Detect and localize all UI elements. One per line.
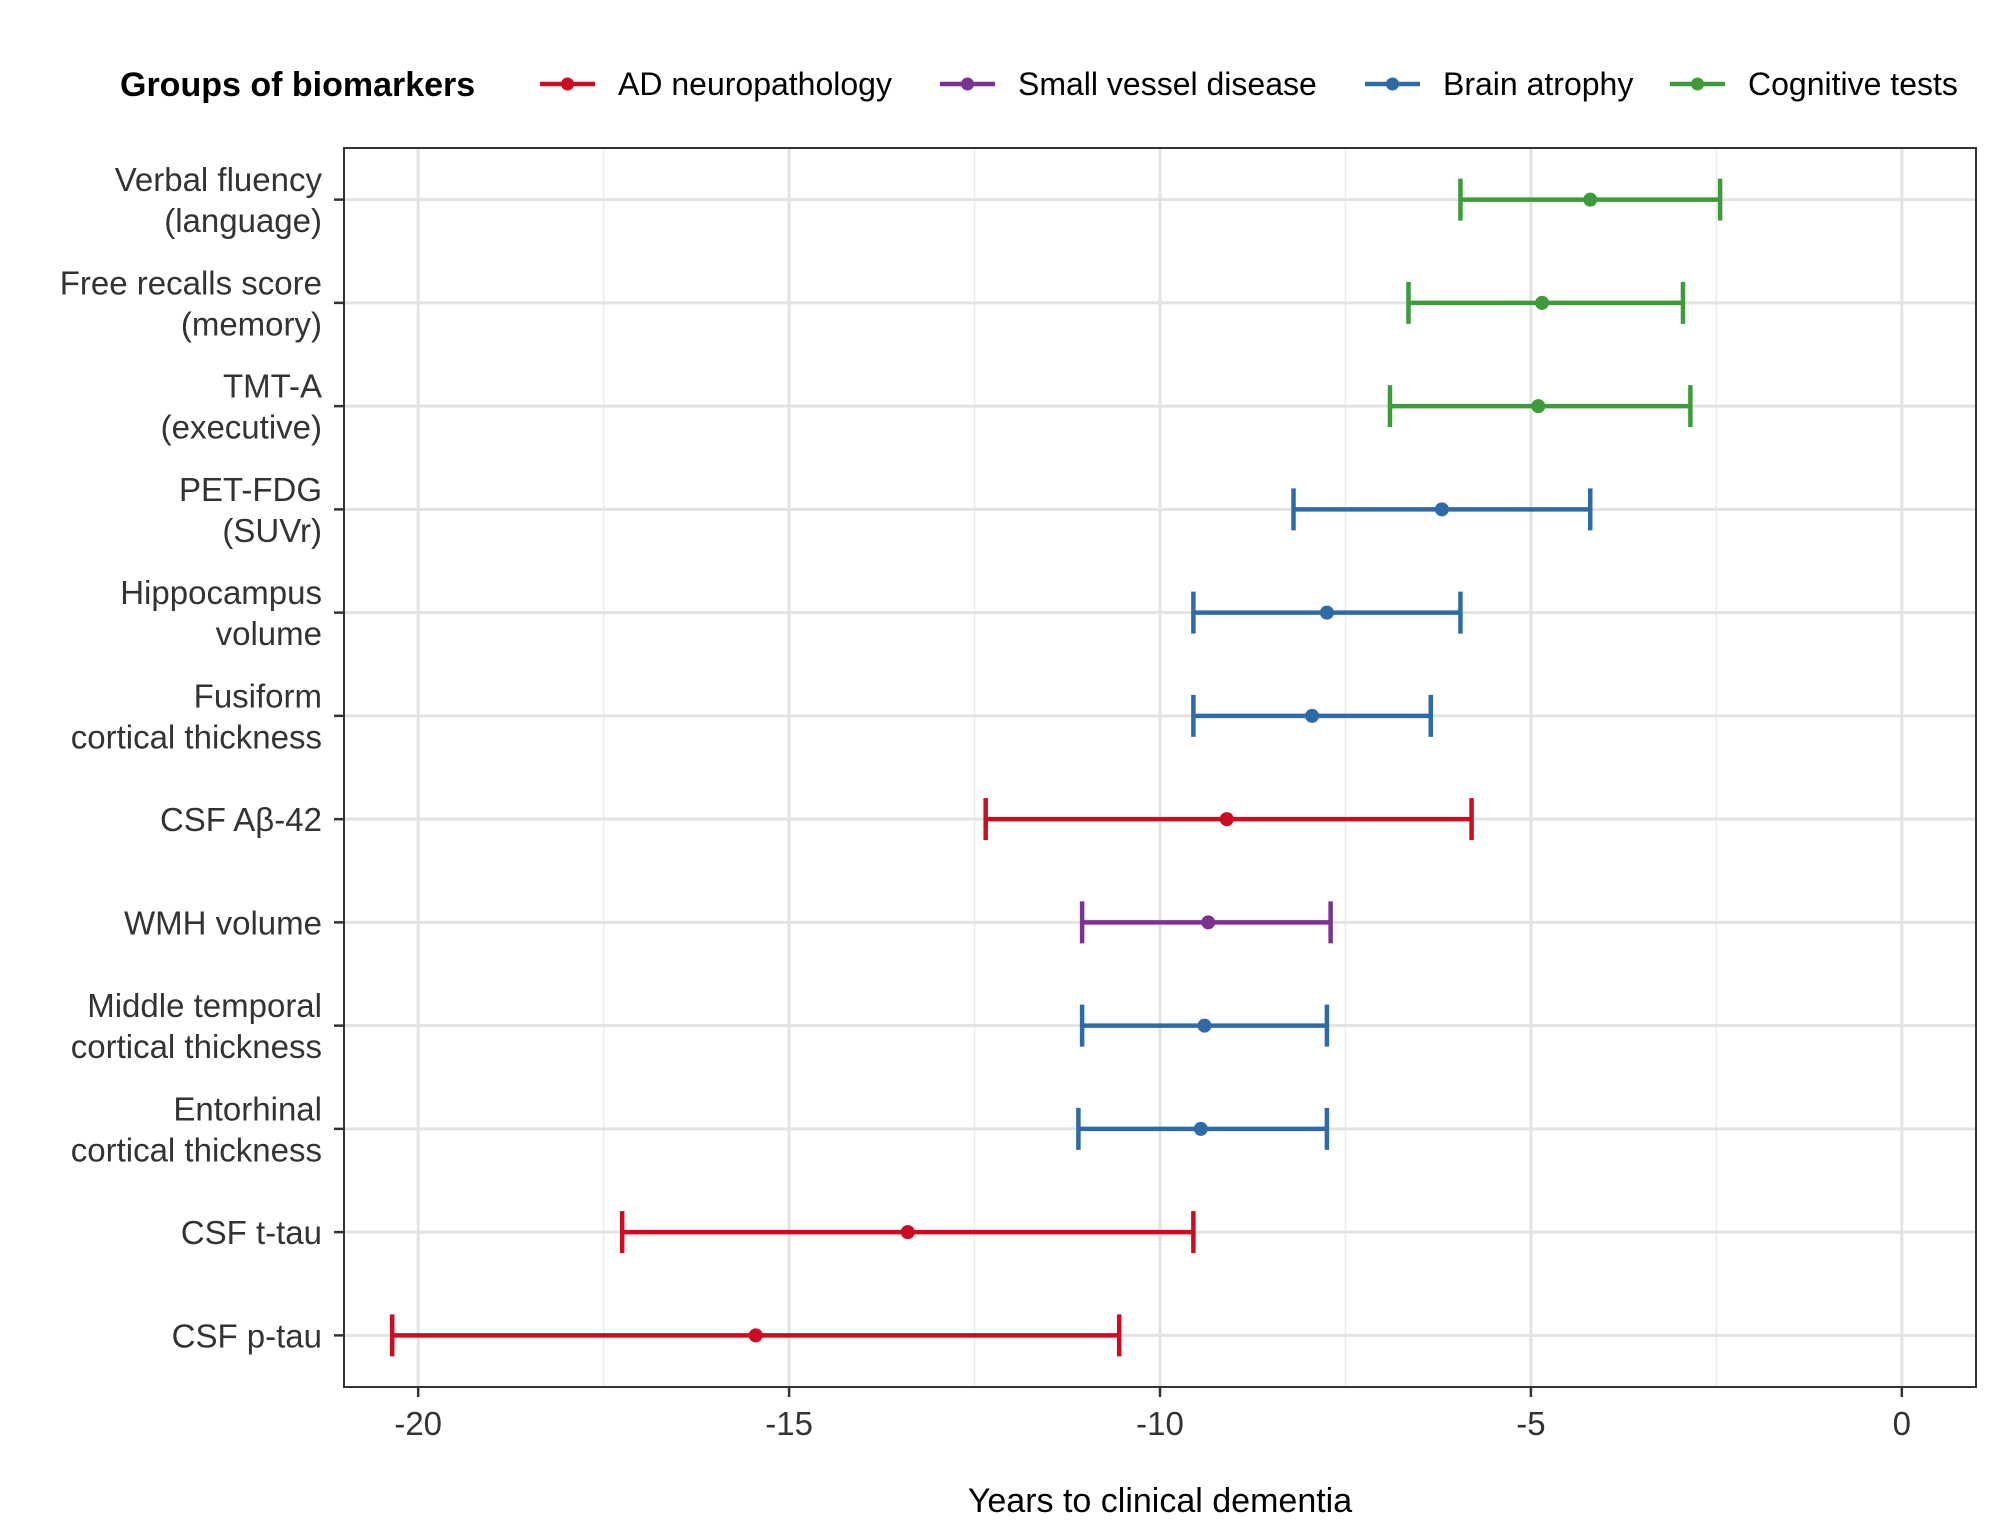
point-estimate bbox=[1535, 295, 1550, 310]
x-tick-label: 0 bbox=[1893, 1405, 1911, 1442]
y-tick-label: CSF t-tau bbox=[181, 1214, 322, 1251]
error-bar bbox=[1191, 591, 1463, 634]
error-bar bbox=[1387, 385, 1693, 428]
error-bar bbox=[1291, 488, 1593, 531]
y-tick-label: TMT-A (executive) bbox=[161, 368, 322, 446]
x-tick-label: -20 bbox=[394, 1405, 442, 1442]
y-tick-label: WMH volume bbox=[124, 904, 322, 941]
grid-minor bbox=[602, 148, 1718, 1387]
legend-label: Brain atrophy bbox=[1443, 66, 1633, 102]
point-estimate bbox=[1319, 605, 1334, 620]
error-bar bbox=[619, 1211, 1196, 1254]
point-estimate bbox=[900, 1225, 915, 1240]
legend: Groups of biomarkers AD neuropathology Sm… bbox=[120, 66, 1958, 104]
point-estimate bbox=[1583, 192, 1598, 207]
y-tick-label: Fusiform cortical thickness bbox=[71, 677, 322, 755]
x-tick-label: -10 bbox=[1136, 1405, 1184, 1442]
legend-key-point bbox=[1691, 77, 1704, 91]
point-estimate bbox=[1434, 502, 1449, 517]
point-estimate bbox=[1197, 1018, 1212, 1033]
legend-label: AD neuropathology bbox=[618, 66, 892, 102]
y-tick-label: Entorhinal cortical thickness bbox=[71, 1090, 322, 1168]
point-estimate bbox=[748, 1328, 763, 1343]
error-bar bbox=[1079, 1004, 1330, 1047]
y-tick-label: Free recalls score (memory) bbox=[60, 264, 322, 342]
legend-label: Small vessel disease bbox=[1018, 66, 1317, 102]
legend-entry: Brain atrophy bbox=[1365, 66, 1633, 102]
y-tick-label: CSF p-tau bbox=[172, 1317, 322, 1354]
error-bar bbox=[389, 1314, 1122, 1357]
x-axis: -20 -15 -10 -5 0 bbox=[394, 1387, 1911, 1442]
legend-key-point bbox=[561, 77, 574, 91]
y-tick-label: Verbal fluency (language) bbox=[115, 161, 323, 239]
error-bars bbox=[389, 178, 1723, 1357]
x-tick-label: -5 bbox=[1516, 1405, 1545, 1442]
point-estimate bbox=[1219, 812, 1234, 827]
error-bar bbox=[1079, 901, 1333, 944]
y-tick-label: CSF Aβ-42 bbox=[160, 801, 322, 838]
legend-entry: Small vessel disease bbox=[940, 66, 1317, 102]
error-bar bbox=[1076, 1107, 1330, 1150]
grid-major bbox=[344, 148, 1976, 1387]
legend-title: Groups of biomarkers bbox=[120, 66, 475, 104]
x-axis-title: Years to clinical dementia bbox=[968, 1482, 1352, 1520]
point-estimate bbox=[1305, 708, 1320, 723]
legend-entry: Cognitive tests bbox=[1670, 66, 1958, 102]
error-bar bbox=[1458, 178, 1723, 221]
error-bar bbox=[1406, 281, 1686, 324]
legend-label: Cognitive tests bbox=[1748, 66, 1958, 102]
error-bar bbox=[1191, 694, 1434, 737]
y-axis: Verbal fluency (language) Free recalls sco… bbox=[60, 161, 344, 1354]
point-estimate bbox=[1531, 399, 1546, 414]
y-tick-label: PET-FDG (SUVr) bbox=[179, 471, 322, 549]
point-estimate bbox=[1201, 915, 1216, 930]
legend-entry: AD neuropathology bbox=[540, 66, 892, 102]
y-tick-label: Hippocampus volume bbox=[120, 574, 322, 652]
error-bar bbox=[983, 798, 1474, 841]
x-tick-label: -15 bbox=[765, 1405, 813, 1442]
y-tick-label: Middle temporal cortical thickness bbox=[71, 987, 322, 1065]
legend-key-point bbox=[961, 77, 974, 91]
point-estimate bbox=[1193, 1121, 1208, 1136]
legend-key-point bbox=[1386, 77, 1399, 91]
